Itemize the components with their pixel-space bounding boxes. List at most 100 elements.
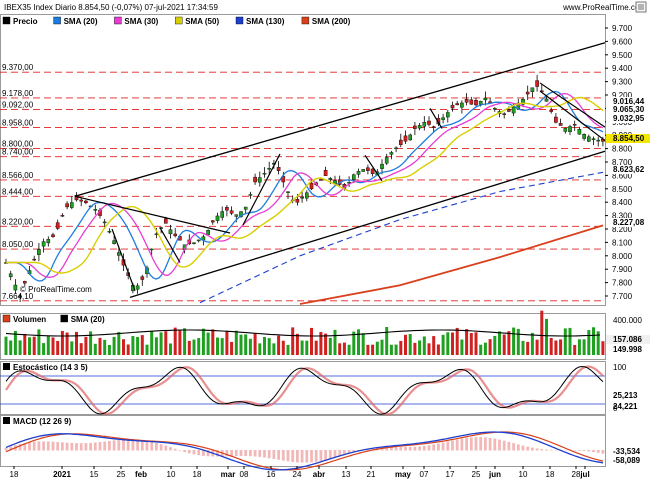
x-axis-label: mar — [221, 470, 236, 479]
macd-histogram-bar — [441, 442, 445, 451]
level-label: 8.050,00 — [2, 240, 34, 249]
volume-bar — [136, 337, 140, 355]
macd-histogram-bar — [206, 450, 210, 457]
level-label: 8.800,00 — [2, 140, 34, 149]
macd-histogram-bar — [18, 444, 22, 451]
legend-swatch — [114, 16, 122, 25]
macd-histogram-bar — [23, 443, 27, 451]
candle-body — [243, 206, 248, 210]
macd-histogram-bar — [549, 449, 553, 451]
x-axis-label: 2021 — [53, 470, 71, 479]
volume-bar — [441, 334, 445, 355]
volume-bar — [60, 330, 64, 355]
candle-body — [366, 167, 370, 171]
candle-body — [572, 124, 577, 126]
volume-bar — [338, 343, 342, 355]
x-axis-label: 16 — [267, 470, 276, 479]
volume-bar — [272, 343, 276, 355]
volume-bar — [267, 338, 271, 355]
macd-histogram-bar — [474, 437, 478, 451]
trendline — [539, 90, 606, 142]
volume-bar — [4, 336, 8, 355]
volume-bar — [507, 331, 511, 355]
volume-bar — [42, 343, 46, 355]
stoch-last: 25,213 — [613, 391, 638, 400]
candle-body — [215, 215, 220, 221]
volume-bar — [225, 330, 229, 355]
volume-axis-label: 400.000 — [613, 316, 642, 325]
volume-bar — [211, 329, 215, 355]
right-axis-label: 9.200 — [612, 91, 633, 100]
macd-histogram-bar — [93, 442, 97, 451]
volume-bar — [460, 339, 464, 355]
macd-histogram-bar — [37, 441, 41, 451]
legend-swatch — [235, 16, 244, 25]
volume-last: 149.998 — [613, 345, 642, 354]
macd-histogram-bar — [352, 450, 356, 453]
macd-histogram-bar — [178, 450, 182, 451]
candle-body — [258, 177, 262, 183]
macd-histogram-bar — [512, 443, 515, 451]
macd-histogram-bar — [84, 443, 88, 451]
macd-histogram-bar — [563, 450, 567, 451]
volume-bar — [451, 332, 454, 355]
right-axis-label: 7.700 — [612, 292, 633, 301]
candle-body — [32, 258, 36, 261]
candle-body — [102, 221, 107, 224]
macd-histogram-bar — [169, 447, 172, 451]
volume-bar — [206, 332, 210, 355]
right-axis-label: 9.300 — [612, 78, 633, 87]
candle-body — [253, 176, 257, 183]
macd-histogram-bar — [277, 450, 280, 460]
legend-swatch — [60, 314, 68, 323]
macd-histogram-bar — [286, 450, 290, 462]
volume-bar — [126, 344, 130, 355]
volume-bar — [140, 335, 144, 355]
x-axis-label: 21 — [367, 470, 376, 479]
volume-bar — [300, 340, 304, 355]
candle-body — [300, 197, 304, 199]
candle-body — [46, 238, 51, 244]
volume-bar — [587, 330, 591, 355]
volume-bar — [154, 337, 158, 355]
volume-bar — [178, 330, 182, 355]
legend-label: Volumen — [13, 315, 46, 324]
right-axis-label: 8.700 — [612, 158, 633, 167]
stoch-axis-label: 100 — [613, 363, 627, 372]
volume-bar — [568, 327, 572, 355]
macd-histogram-bar — [117, 439, 121, 451]
macd-histogram-bar — [103, 441, 107, 451]
legend-label: Estocástico (14 3 5) — [13, 363, 88, 372]
last-value-label: 9.016,44 — [613, 97, 645, 106]
volume-bar — [9, 340, 13, 355]
volume-bar — [371, 344, 375, 355]
volume-bar — [150, 330, 154, 355]
macd-histogram-bar — [150, 441, 154, 451]
candle-body — [417, 125, 422, 129]
last-value-label: 8.227,08 — [613, 218, 645, 227]
sma-200-line — [299, 224, 604, 305]
volume-bar — [493, 335, 497, 355]
candle-body — [135, 285, 140, 290]
volume-bar — [65, 332, 69, 355]
channel-upper-line — [74, 42, 606, 197]
volume-bar — [540, 310, 544, 355]
volume-bar — [521, 340, 525, 355]
macd-histogram-bar — [451, 440, 454, 451]
volume-bar — [422, 336, 426, 355]
volume-bar — [239, 334, 243, 355]
candle-body — [403, 135, 408, 142]
macd-histogram-bar — [253, 450, 257, 457]
macd-histogram-bar — [521, 445, 525, 451]
macd-series — [4, 431, 605, 471]
stochastic-series — [0, 365, 605, 416]
candle-body — [8, 273, 13, 278]
volume-bar — [432, 336, 436, 355]
macd-histogram-bar — [267, 450, 271, 459]
volume-bar — [234, 330, 238, 355]
macd-histogram-bar — [371, 447, 374, 451]
chart-menu-icon[interactable] — [635, 1, 647, 13]
volume-bar — [375, 341, 379, 355]
last-value-box — [606, 335, 650, 344]
candle-body — [483, 97, 488, 101]
